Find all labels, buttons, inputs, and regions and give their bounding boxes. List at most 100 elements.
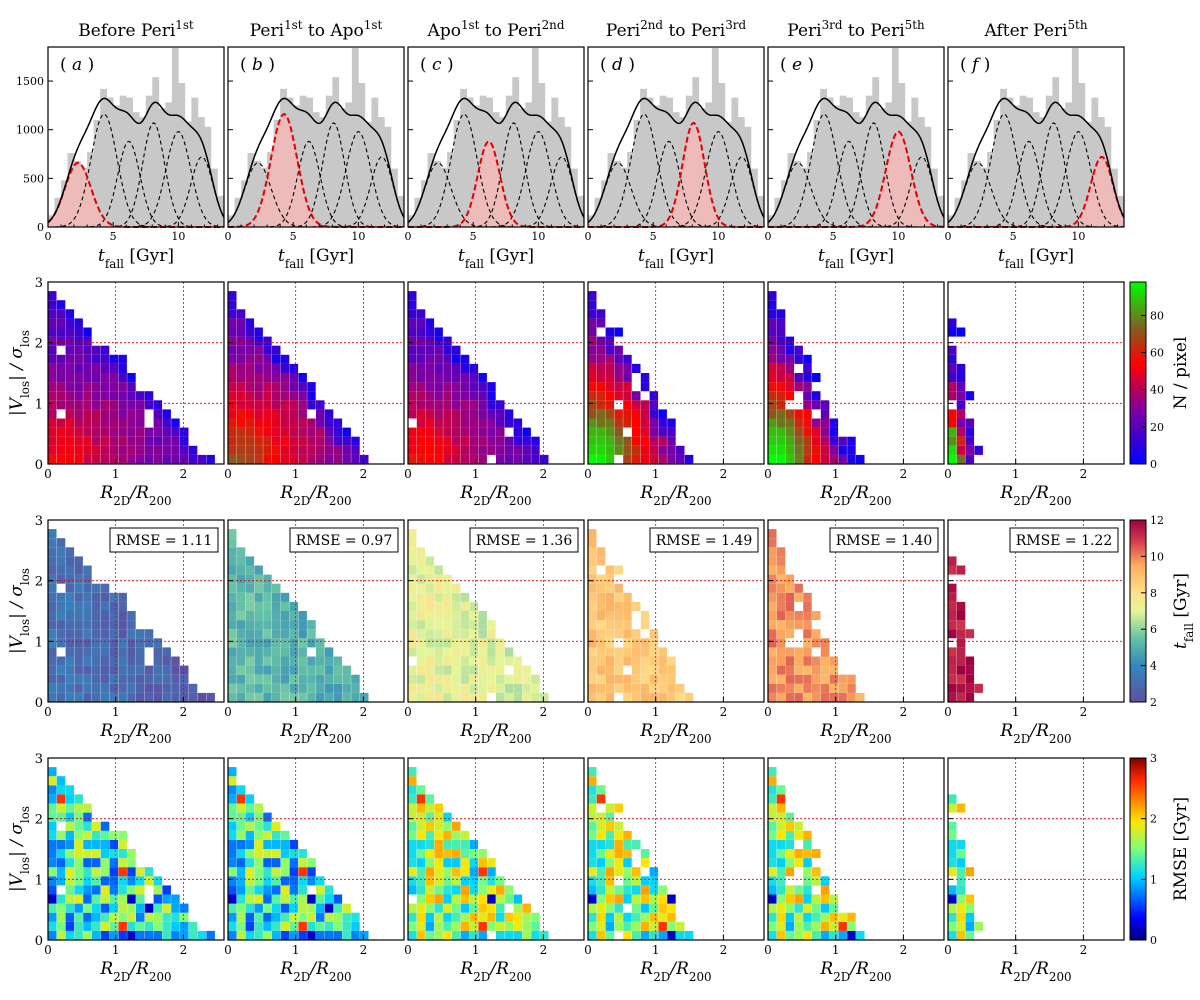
- heatmap-pixel: [434, 885, 443, 895]
- heatmap-pixel: [460, 674, 470, 684]
- heatmap-pixel: [408, 327, 417, 337]
- heatmap-pixel: [649, 629, 659, 639]
- heatmap-pixel: [443, 912, 452, 922]
- heatmap-pixel: [307, 665, 316, 675]
- heatmap-pixel: [263, 409, 272, 419]
- heatmap-pixel: [236, 601, 246, 611]
- heatmap-pixel: [263, 427, 272, 437]
- heatmap-pixel: [324, 656, 334, 666]
- heatmap-pixel: [100, 445, 110, 455]
- heatmap-pixel: [803, 894, 812, 904]
- heatmap-pixel: [452, 867, 461, 877]
- heatmap-pixel: [416, 611, 426, 621]
- heatmap-pixel: [153, 885, 163, 895]
- heatmap-pixel: [487, 885, 496, 895]
- heatmap-pixel: [109, 858, 119, 868]
- heatmap-pixel: [74, 894, 83, 904]
- heatmap-pixel: [118, 674, 127, 684]
- heatmap-pixel: [289, 400, 299, 410]
- heatmap-pixel: [469, 363, 479, 373]
- heatmap-pixel: [236, 812, 246, 822]
- rmse-box: [1009, 527, 1119, 553]
- heatmap-pixel: [83, 912, 92, 922]
- heatmap-pixel: [605, 894, 615, 904]
- heatmap-pixel: [460, 903, 470, 913]
- heatmap-pixel: [768, 903, 777, 913]
- heatmap-pixel: [74, 830, 83, 840]
- heatmap-pixel: [614, 894, 623, 904]
- heatmap-pixel: [425, 821, 435, 831]
- heatmap-pixel: [254, 611, 263, 621]
- heatmap-pixel: [56, 785, 66, 795]
- heatmap-pixel: [452, 839, 461, 849]
- panel-letter: ( f ): [960, 55, 990, 75]
- heatmap-pixel: [351, 454, 360, 464]
- y-tick-label: 3: [35, 276, 43, 291]
- heatmap-pixel: [460, 867, 470, 877]
- heatmap-pixel: [228, 300, 237, 310]
- heatmap-pixel: [416, 345, 426, 355]
- heatmap-pixel: [434, 692, 443, 702]
- heatmap-pixel: [640, 427, 650, 437]
- histogram-bar: [833, 105, 841, 227]
- heatmap-pixel: [92, 692, 101, 702]
- heatmap-pixel: [316, 436, 325, 446]
- histogram-bar: [807, 152, 814, 227]
- heatmap-pixel: [245, 912, 255, 922]
- y-tick-label: 3: [35, 752, 43, 767]
- heatmap-pixel: [829, 445, 839, 455]
- y-tick-label: 0: [37, 221, 44, 234]
- heatmap-pixel: [487, 656, 496, 666]
- heatmap-pixel: [948, 327, 957, 337]
- heatmap-pixel: [118, 427, 127, 437]
- heatmap-pixel: [263, 849, 272, 859]
- heatmap-pixel: [153, 436, 163, 446]
- heatmap-pixel: [65, 921, 75, 931]
- heatmap-pixel: [776, 454, 786, 464]
- histogram-bar: [377, 117, 385, 227]
- heatmap-pixel: [333, 912, 343, 922]
- heatmap-pixel: [605, 812, 615, 822]
- heatmap-pixel: [425, 409, 435, 419]
- heatmap-pixel: [408, 583, 417, 593]
- heatmap-pixel: [307, 930, 316, 940]
- heatmap-pixel: [513, 683, 523, 693]
- heatmap-pixel: [838, 436, 847, 446]
- heatmap-pixel: [100, 656, 110, 666]
- heatmap-pixel: [640, 683, 650, 693]
- heatmap-pixel: [956, 620, 966, 630]
- heatmap-pixel: [333, 674, 343, 684]
- heatmap-pixel: [614, 912, 623, 922]
- heatmap-pixel: [443, 418, 452, 428]
- heatmap-pixel: [768, 867, 777, 877]
- histogram-bar: [351, 47, 359, 227]
- histogram-bar: [781, 180, 788, 227]
- histogram-bar: [247, 153, 255, 227]
- heatmap-pixel: [452, 436, 461, 446]
- heatmap-pixel: [443, 601, 452, 611]
- heatmap-pixel: [425, 858, 435, 868]
- histogram-bar: [544, 121, 552, 227]
- heatmap-pixel: [136, 409, 145, 419]
- heatmap-pixel: [263, 903, 272, 913]
- x-tick-label: 2: [900, 943, 908, 957]
- heatmap-pixel: [408, 821, 417, 831]
- heatmap-pixel: [254, 930, 263, 940]
- heatmap-pixel: [245, 894, 255, 904]
- heatmap-pixel: [92, 876, 101, 886]
- heatmap-pixel: [649, 454, 659, 464]
- heatmap-pixel: [768, 821, 777, 831]
- heatmap-pixel: [640, 903, 650, 913]
- panel-title: Peri3rd to Peri5th: [787, 18, 925, 41]
- heatmap-pixel: [236, 876, 246, 886]
- heatmap-pixel: [289, 903, 299, 913]
- heatmap-pixel: [531, 454, 540, 464]
- heatmap-pixel: [118, 903, 127, 913]
- heatmap-pixel: [776, 318, 786, 328]
- heatmap-pixel: [56, 830, 66, 840]
- heatmap-pixel: [434, 345, 443, 355]
- y-tick-label: 1000: [16, 124, 44, 137]
- heatmap-pixel: [522, 930, 531, 940]
- heatmap-pixel: [118, 647, 127, 657]
